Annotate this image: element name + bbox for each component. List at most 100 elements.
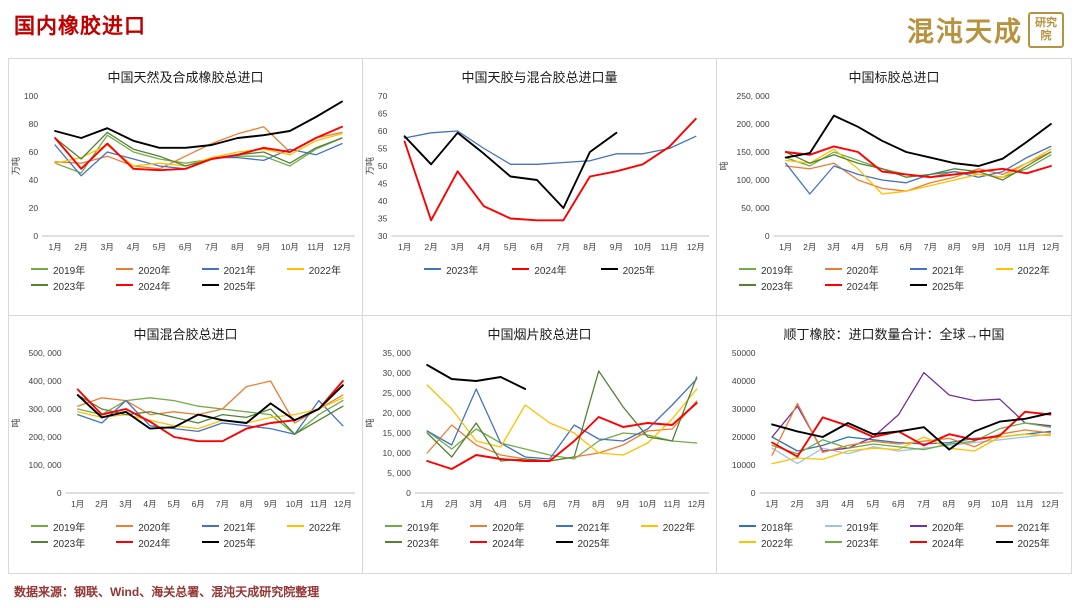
legend-item-2024年: 2024年 [512, 261, 567, 277]
legend-item-2023年: 2023年 [723, 277, 809, 293]
series-line-2019年 [426, 428, 697, 460]
y-tick-label: 100, 000 [28, 460, 61, 470]
x-tick-label: 1月 [420, 499, 433, 509]
legend-marker-icon [995, 268, 1013, 270]
series-line-2022年 [785, 148, 1052, 195]
y-tick-label: 300, 000 [28, 404, 61, 414]
legend-marker-icon [739, 284, 756, 286]
x-tick-label: 9月 [609, 242, 622, 252]
legend-label: 2019年 [761, 265, 794, 277]
x-tick-label: 8月 [231, 242, 244, 252]
x-tick-label: 3月 [100, 242, 113, 252]
legend-label: 2022年 [1017, 265, 1050, 277]
legend-item-2024年: 2024年 [809, 277, 895, 293]
y-tick-label: 40 [377, 196, 387, 206]
y-tick-label: 50000 [732, 348, 756, 358]
legend-label: 2023年 [53, 538, 86, 550]
legend-label: 2021年 [1017, 522, 1050, 534]
series-line-2021年 [426, 378, 697, 460]
legend-item-2021年: 2021年 [186, 261, 271, 277]
legend-label: 2019年 [846, 522, 879, 534]
series-line-2019年 [771, 433, 1052, 465]
x-tick-label: 10月 [280, 242, 298, 252]
legend-marker-icon [824, 541, 842, 543]
legend-item-2019年: 2019年 [723, 261, 809, 277]
y-tick-label: 200, 000 [737, 119, 770, 129]
legend-item-2025年: 2025年 [186, 277, 271, 293]
footer: 数据来源：钢联、Wind、海关总署、混沌天成研究院整理 [0, 574, 1080, 600]
legend-marker-icon [555, 541, 573, 543]
legend-label: 2023年 [407, 538, 440, 550]
x-tick-label: 2月 [791, 499, 804, 509]
page-title: 国内橡胶进口 [14, 15, 146, 38]
legend-label: 2019年 [53, 522, 86, 534]
legend-marker-icon [512, 268, 530, 270]
legend-label: 2020年 [138, 522, 171, 534]
legend-marker-icon [824, 284, 842, 286]
series-line-2025年 [76, 384, 344, 430]
legend-item-2021年: 2021年 [186, 518, 271, 534]
legend-label: 2022年 [761, 538, 794, 550]
y-tick-label: 0 [33, 231, 38, 241]
legend-item-2022年: 2022年 [271, 518, 356, 534]
y-axis-label: 吨 [364, 418, 375, 427]
legend-label: 2023年 [761, 281, 794, 293]
legend-label: 2021年 [932, 265, 965, 277]
y-tick-label: 10, 000 [382, 448, 411, 458]
y-tick-label: 30000 [732, 404, 756, 414]
legend-item-2022年: 2022年 [723, 534, 809, 550]
x-tick-label: 3月 [827, 242, 840, 252]
x-tick-label: 10月 [285, 499, 303, 509]
legend-marker-icon [201, 284, 219, 286]
legend-item-2025年: 2025年 [980, 534, 1066, 550]
x-tick-label: 10月 [633, 242, 651, 252]
y-tick-label: 10000 [732, 460, 756, 470]
legend-item-2019年: 2019年 [15, 261, 100, 277]
y-tick-label: 35 [377, 214, 387, 224]
x-tick-label: 11月 [660, 242, 677, 252]
series-line-2021年 [76, 399, 344, 435]
legend-label: 2024年 [138, 281, 171, 293]
legend-label: 2020年 [492, 522, 525, 534]
logo-seal: 研究院 [1028, 11, 1064, 48]
y-tick-label: 20000 [732, 432, 756, 442]
x-tick-label: 6月 [178, 242, 191, 252]
legend-label: 2021年 [223, 265, 256, 277]
legend-item-2020年: 2020年 [454, 518, 539, 534]
x-tick-label: 5月 [503, 242, 516, 252]
x-tick-label: 11月 [663, 499, 680, 509]
x-tick-label: 7月 [567, 499, 580, 509]
x-tick-label: 3月 [119, 499, 132, 509]
legend-label: 2021年 [577, 522, 610, 534]
x-tick-label: 11月 [1016, 499, 1033, 509]
x-tick-label: 12月 [686, 242, 704, 252]
series-line-2023年 [53, 131, 343, 167]
legend-marker-icon [31, 284, 48, 286]
legend-marker-icon [286, 525, 304, 527]
y-tick-label: 150, 000 [737, 147, 770, 157]
y-tick-label: 5, 000 [387, 468, 411, 478]
y-tick-label: 80 [28, 119, 38, 129]
chart-panel-standard-rubber-imports: 中国标胶总进口 0 50, 000 100, 000 150, 000 200, 000… [717, 59, 1071, 316]
x-tick-label: 5月 [518, 499, 531, 509]
x-tick-label: 7月 [204, 242, 217, 252]
y-tick-label: 15, 000 [382, 428, 411, 438]
legend-marker-icon [910, 284, 927, 286]
line-chart: 30 35 40 45 50 55 60 65 70 1月 2月 3月 4月 5月 6月 7月 8月 9月 10月 1… [364, 91, 709, 252]
legend-item-2023年: 2023年 [424, 261, 478, 277]
x-tick-label: 11月 [310, 499, 327, 509]
x-tick-label: 7月 [924, 242, 937, 252]
legend-marker-icon [424, 268, 442, 270]
legend-label: 2022年 [662, 522, 695, 534]
x-tick-label: 7月 [556, 242, 569, 252]
x-tick-label: 3月 [450, 242, 463, 252]
x-tick-label: 12月 [333, 499, 351, 509]
x-tick-label: 12月 [1041, 499, 1059, 509]
legend-item-2025年: 2025年 [600, 261, 655, 277]
y-tick-label: 70 [377, 91, 387, 101]
x-tick-label: 10月 [638, 499, 656, 509]
x-tick-label: 12月 [687, 499, 705, 509]
legend-label: 2021年 [223, 522, 256, 534]
legend-item-2020年: 2020年 [100, 518, 185, 534]
